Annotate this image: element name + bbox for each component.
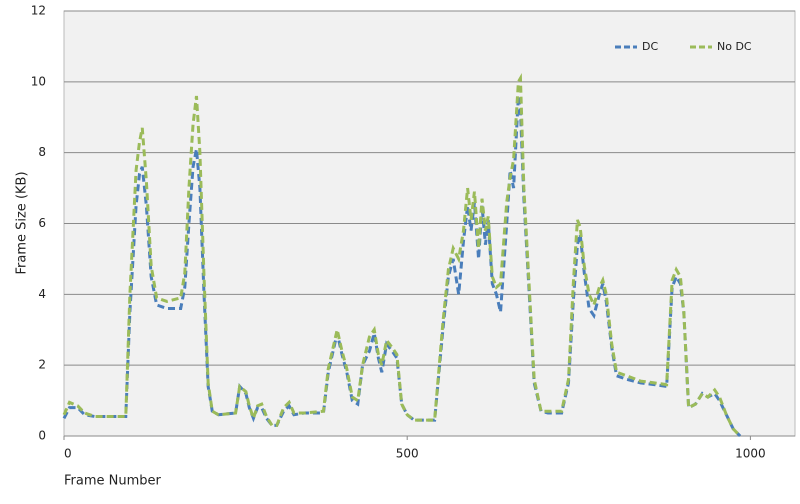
legend-label: DC bbox=[642, 40, 658, 53]
y-tick-label: 6 bbox=[38, 216, 46, 230]
y-tick-label: 12 bbox=[31, 4, 46, 18]
x-tick-label: 1000 bbox=[735, 447, 766, 461]
y-tick-label: 4 bbox=[38, 287, 46, 301]
y-tick-label: 10 bbox=[31, 74, 46, 88]
x-tick-label: 500 bbox=[396, 447, 419, 461]
y-tick-label: 2 bbox=[38, 358, 46, 372]
y-tick-label: 8 bbox=[38, 145, 46, 159]
y-tick-label: 0 bbox=[38, 429, 46, 443]
legend-label: No DC bbox=[717, 40, 752, 53]
y-axis-title: Frame Size (KB) bbox=[15, 171, 30, 274]
x-axis-title: Frame Number bbox=[64, 474, 162, 489]
x-tick-label: 0 bbox=[64, 447, 72, 461]
